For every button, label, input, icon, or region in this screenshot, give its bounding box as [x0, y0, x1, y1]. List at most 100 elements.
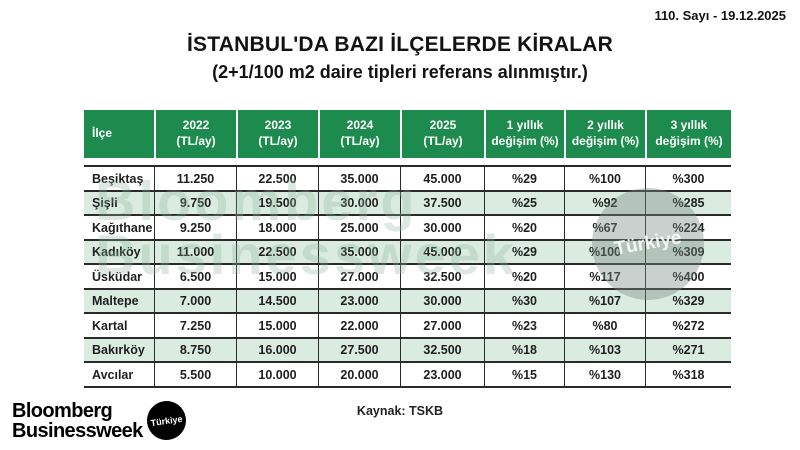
table-row: Kağıthane 9.250 18.000 25.000 30.000 %20 %67 %2… [84, 214, 731, 239]
value-cell: 37.500 [400, 191, 484, 214]
value-cell: %29 [484, 167, 564, 190]
value-cell: %100 [564, 167, 645, 190]
bloomberg-businessweek-logo: Bloomberg Businessweek Türkiye [12, 398, 189, 443]
value-cell: 16.000 [236, 338, 318, 361]
table-row: Şişli 9.750 19.500 30.000 37.500 %25 %92 %285 [84, 189, 731, 214]
district-cell: Beşiktaş [92, 171, 144, 186]
district-cell: Avcılar [92, 367, 134, 382]
value-cell: %100 [564, 240, 645, 263]
district-cell: Kartal [92, 318, 128, 333]
table-row: Kadıköy 11.000 22.500 35.000 45.000 %29 %100 %3… [84, 238, 731, 263]
turkiye-badge: Türkiye [144, 398, 189, 443]
value-cell: 27.000 [318, 265, 400, 288]
value-cell: %80 [564, 314, 645, 337]
column-header: 2 yıllık değişim (%) [564, 110, 645, 158]
column-header: İlçe [84, 110, 154, 158]
column-header: 2024 (TL/ay) [318, 110, 400, 158]
value-cell: 22.500 [236, 167, 318, 190]
value-cell: 11.000 [154, 240, 236, 263]
district-cell: Bakırköy [92, 343, 145, 357]
district-cell: Kadıköy [92, 245, 141, 259]
district-cell: Üsküdar [92, 269, 143, 284]
value-cell: 25.000 [318, 216, 400, 239]
value-cell: %29 [484, 240, 564, 263]
value-cell: %15 [484, 363, 564, 386]
column-header: 3 yıllık değişim (%) [645, 110, 731, 158]
value-cell: 45.000 [400, 240, 484, 263]
value-cell: %23 [484, 314, 564, 337]
table-row: Bakırköy 8.750 16.000 27.500 32.500 %18 %103 %2… [84, 336, 731, 361]
value-cell: %285 [645, 191, 731, 214]
logo-line1: Bloomberg [12, 400, 113, 423]
value-cell: 15.000 [236, 265, 318, 288]
column-header: 2023 (TL/ay) [236, 110, 318, 158]
source-label: Kaynak: TSKB [356, 404, 444, 418]
value-cell: 7.250 [154, 314, 236, 337]
value-cell: 10.000 [236, 363, 318, 386]
value-cell: 30.000 [318, 191, 400, 214]
value-cell: 22.000 [318, 314, 400, 337]
value-cell: 27.500 [318, 338, 400, 361]
value-cell: %318 [645, 363, 731, 386]
page-subtitle: (2+1/100 m2 daire tipleri referans alınm… [212, 62, 588, 82]
value-cell: %25 [484, 191, 564, 214]
value-cell: %130 [564, 363, 645, 386]
value-cell: 9.250 [154, 216, 236, 239]
value-cell: 14.500 [236, 289, 318, 312]
district-cell: Şişli [92, 196, 118, 210]
column-header: 2025 (TL/ay) [400, 110, 484, 158]
value-cell: 9.750 [154, 191, 236, 214]
value-cell: %300 [645, 167, 731, 190]
logo-line2: Businessweek [12, 419, 143, 442]
district-cell: Maltepe [92, 294, 139, 308]
value-cell: 6.500 [154, 265, 236, 288]
district-cell: Kağıthane [92, 220, 153, 235]
value-cell: 45.000 [400, 167, 484, 190]
table-row: Maltepe 7.000 14.500 23.000 30.000 %30 %107 %32… [84, 287, 731, 312]
table-row: Üsküdar 6.500 15.000 27.000 32.500 %20 %117 %40… [84, 263, 731, 288]
value-cell: 30.000 [400, 289, 484, 312]
value-cell: 30.000 [400, 216, 484, 239]
table-row: Avcılar 5.500 10.000 20.000 23.000 %15 %130 %31… [84, 361, 731, 386]
value-cell: %329 [645, 289, 731, 312]
value-cell: 20.000 [318, 363, 400, 386]
logo-text: Bloomberg Businessweek [12, 400, 143, 442]
value-cell: 11.250 [154, 167, 236, 190]
value-cell: 35.000 [318, 240, 400, 263]
value-cell: %117 [564, 265, 645, 288]
table-body: Beşiktaş 11.250 22.500 35.000 45.000 %29 %100%… [84, 165, 731, 388]
table-header-row: İlçe 2022 (TL/ay) 2023 (TL/ay) 2024 (TL/ay) 202… [84, 110, 731, 158]
value-cell: %20 [484, 265, 564, 288]
value-cell: %92 [564, 191, 645, 214]
table-row: Kartal 7.250 15.000 22.000 27.000 %23 %80 %272 [84, 312, 731, 337]
value-cell: %107 [564, 289, 645, 312]
value-cell: 8.750 [154, 338, 236, 361]
value-cell: 32.500 [400, 338, 484, 361]
value-cell: 23.000 [318, 289, 400, 312]
value-cell: 5.500 [154, 363, 236, 386]
column-header: 1 yıllık değişim (%) [484, 110, 564, 158]
value-cell: %224 [645, 216, 731, 239]
value-cell: %272 [645, 314, 731, 337]
value-cell: 18.000 [236, 216, 318, 239]
issue-date-label: 110. Sayı - 19.12.2025 [654, 8, 786, 23]
value-cell: 22.500 [236, 240, 318, 263]
value-cell: %18 [484, 338, 564, 361]
value-cell: 32.500 [400, 265, 484, 288]
rent-table: İlçe 2022 (TL/ay) 2023 (TL/ay) 2024 (TL/ay) 202… [84, 110, 731, 388]
value-cell: %20 [484, 216, 564, 239]
table-row: Beşiktaş 11.250 22.500 35.000 45.000 %29 %100%… [84, 165, 731, 190]
column-header: 2022 (TL/ay) [154, 110, 236, 158]
value-cell: %103 [564, 338, 645, 361]
value-cell: 27.000 [400, 314, 484, 337]
value-cell: %30 [484, 289, 564, 312]
page-title: İSTANBUL'DA BAZI İLÇELERDE KİRALAR [187, 33, 613, 56]
value-cell: %400 [645, 265, 731, 288]
value-cell: %271 [645, 338, 731, 361]
value-cell: 23.000 [400, 363, 484, 386]
value-cell: 15.000 [236, 314, 318, 337]
value-cell: %309 [645, 240, 731, 263]
value-cell: 19.500 [236, 191, 318, 214]
value-cell: %67 [564, 216, 645, 239]
value-cell: 35.000 [318, 167, 400, 190]
